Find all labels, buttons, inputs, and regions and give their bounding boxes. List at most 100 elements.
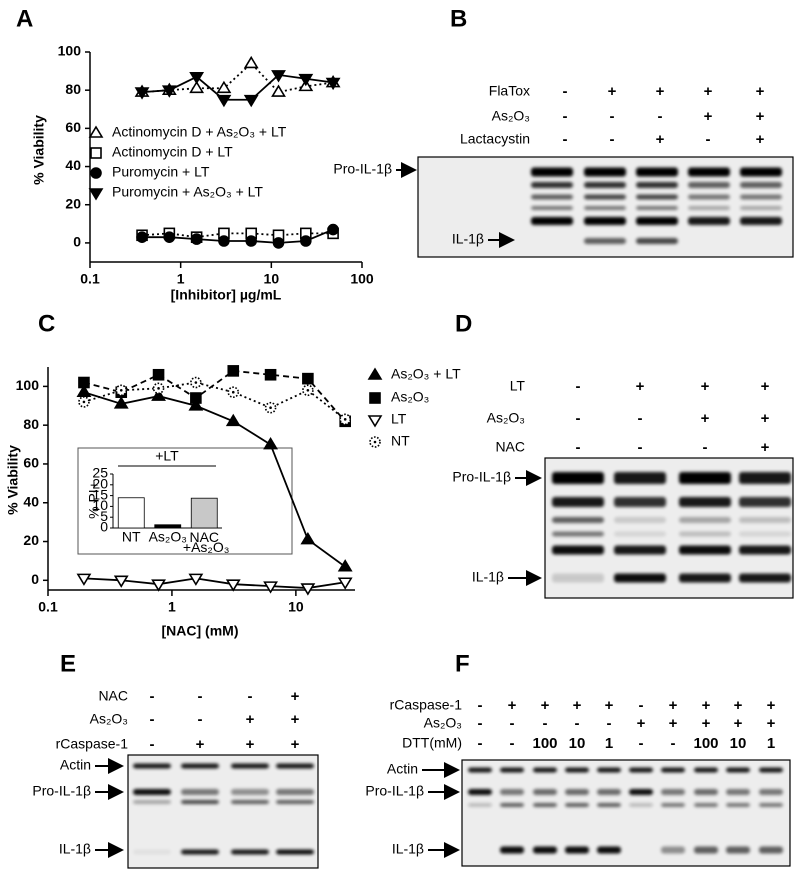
blot-band (533, 767, 557, 773)
legend-marker (367, 367, 383, 380)
condition-mark: + (636, 378, 645, 395)
condition-mark: - (543, 715, 548, 732)
condition-mark: + (291, 688, 300, 705)
blot-band (614, 573, 666, 583)
y-tick-label: 80 (23, 416, 39, 432)
x-tick-label: 100 (350, 271, 374, 287)
blot-band (533, 789, 557, 795)
marker (218, 235, 230, 247)
blot-band (614, 545, 666, 555)
marker (271, 70, 286, 83)
panel-label: D (455, 310, 472, 337)
blot-band (694, 789, 718, 795)
condition-label: rCaspase-1 (390, 697, 463, 713)
blot-band (688, 167, 730, 177)
condition-mark: - (639, 735, 644, 752)
condition-mark: - (563, 131, 568, 148)
blot-band (740, 206, 782, 210)
condition-mark: - (706, 131, 711, 148)
condition-mark: + (656, 131, 665, 148)
blot-band (688, 217, 730, 225)
blot-band (759, 767, 783, 773)
legend-label: NT (391, 433, 410, 449)
blot-band (740, 167, 782, 177)
band-label: Actin (387, 761, 418, 777)
blot-band (679, 573, 731, 583)
blot-band (740, 182, 782, 188)
marker (78, 376, 90, 389)
condition-mark: - (563, 108, 568, 125)
band-label: Pro-IL-1β (32, 783, 91, 799)
y-tick-label: 100 (16, 377, 40, 393)
blot-band (468, 803, 492, 807)
blot-band (629, 803, 653, 807)
blot-band (565, 789, 589, 795)
blot-band (584, 217, 626, 225)
condition-mark: + (541, 697, 550, 714)
legend-marker (88, 125, 104, 138)
blot-band (694, 846, 718, 854)
blot-band (181, 800, 219, 804)
marker-dot (269, 406, 272, 410)
condition-mark: 100 (693, 735, 718, 752)
blot-band (276, 849, 314, 855)
condition-mark: - (576, 410, 581, 427)
inset-title: +LT (155, 448, 179, 464)
blot-band (739, 517, 791, 523)
condition-mark: - (150, 711, 155, 728)
marker-dot (194, 381, 198, 384)
y-tick-label: 0 (100, 519, 108, 535)
marker (243, 94, 259, 108)
marker (188, 398, 204, 411)
blot-band (739, 497, 791, 507)
legend-label: Actinomycin D + As₂O₃ + LT (112, 124, 287, 140)
condition-label: NAC (98, 688, 128, 704)
blot-band (597, 803, 621, 807)
condition-label: As₂O₃ (90, 711, 128, 727)
condition-mark: + (734, 697, 743, 714)
x-axis-label: [Inhibitor] µg/mL (171, 287, 282, 303)
blot-band (531, 167, 573, 177)
condition-mark: - (510, 735, 515, 752)
blot-band (636, 206, 678, 210)
blot-band (629, 767, 653, 773)
y-tick-label: 10 (92, 497, 108, 513)
blot-band (531, 217, 573, 225)
marker (263, 581, 278, 594)
condition-mark: + (246, 736, 255, 753)
marker (243, 55, 259, 69)
marker-dot (119, 388, 123, 392)
blot-band (661, 846, 685, 854)
condition-mark: + (761, 378, 770, 395)
blot-band (739, 472, 791, 484)
condition-mark: + (702, 715, 711, 732)
blot-band (276, 763, 314, 769)
condition-mark: - (658, 108, 663, 125)
condition-mark: - (478, 735, 483, 752)
y-tick-label: 40 (23, 493, 39, 509)
marker (151, 579, 166, 592)
blot-band (726, 789, 750, 795)
blot-band (726, 803, 750, 807)
condition-mark: - (671, 735, 676, 752)
blot-band (614, 517, 666, 523)
blot-band (759, 803, 783, 807)
y-tick-label: 25 (92, 465, 108, 481)
legend-label: Puromycin + LT (112, 164, 210, 180)
condition-mark: - (575, 715, 580, 732)
blot-band (614, 472, 666, 484)
band-label: Actin (60, 757, 91, 773)
legend-label: Actinomycin D + LT (112, 144, 233, 160)
condition-mark: 100 (532, 735, 557, 752)
band-label: Pro-IL-1β (365, 783, 424, 799)
condition-mark: + (767, 715, 776, 732)
bar (117, 497, 145, 529)
marker (113, 575, 129, 588)
blot-band (231, 789, 269, 795)
y-tick-label: 40 (65, 157, 81, 173)
legend-label: As₂O₃ + LT (391, 366, 461, 382)
condition-label: Lactacystin (460, 131, 530, 147)
condition-mark: + (767, 697, 776, 714)
marker (216, 80, 232, 94)
blot-band (636, 167, 678, 177)
